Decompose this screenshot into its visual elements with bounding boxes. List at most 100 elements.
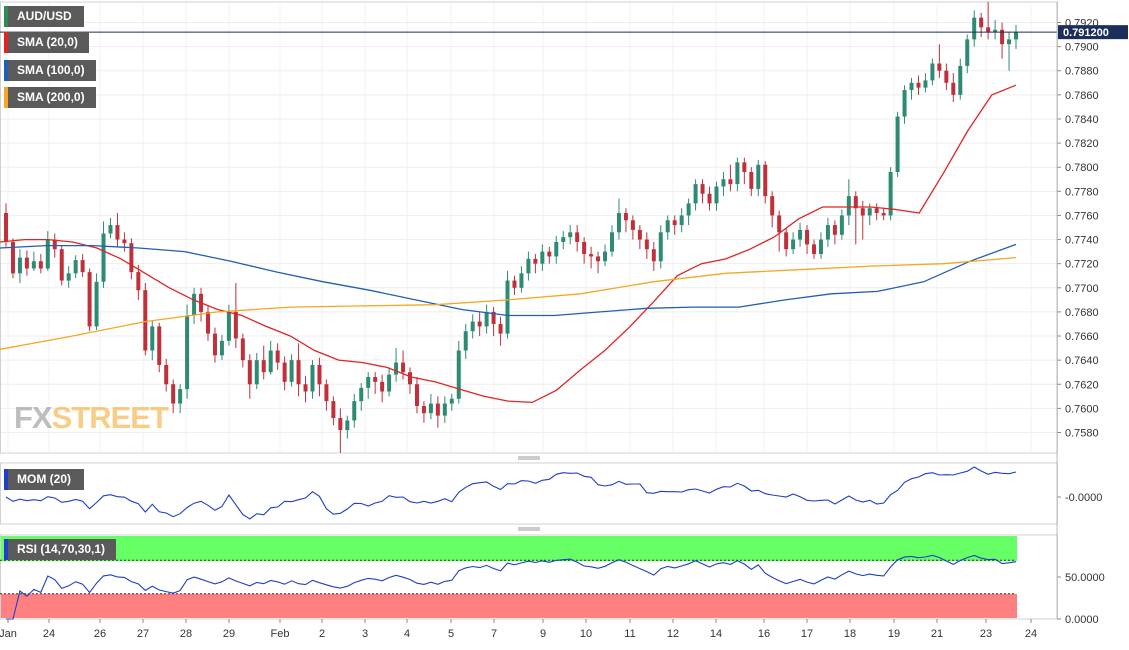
candle-body bbox=[491, 311, 496, 324]
y-tick-label: 0.7660 bbox=[1065, 331, 1099, 343]
candle-body bbox=[164, 364, 169, 385]
candle-body bbox=[993, 29, 998, 33]
x-tick-label: 21 bbox=[931, 628, 943, 640]
candle-body bbox=[282, 362, 287, 382]
candle-body bbox=[519, 273, 524, 288]
candle-body bbox=[637, 229, 642, 240]
legend-momentum-label: MOM (20) bbox=[17, 472, 71, 486]
candle-body bbox=[603, 251, 608, 262]
candle-body bbox=[157, 326, 162, 365]
legend-sma-20[interactable]: SMA (20,0) bbox=[4, 32, 89, 53]
candle-body bbox=[240, 338, 245, 361]
candle-body bbox=[59, 249, 64, 281]
candle-body bbox=[261, 360, 266, 373]
x-tick-label: 5 bbox=[448, 628, 454, 640]
candle-body bbox=[979, 17, 984, 28]
candle-body bbox=[777, 215, 782, 233]
candle-body bbox=[986, 27, 991, 33]
fxstreet-logo: FXSTREET bbox=[14, 400, 169, 435]
candle-body bbox=[923, 80, 928, 88]
candle-body bbox=[812, 244, 816, 255]
candle-body bbox=[122, 239, 127, 244]
candle-body bbox=[428, 403, 433, 414]
candle-body bbox=[136, 272, 141, 291]
candle-body bbox=[421, 405, 426, 414]
candle-body bbox=[212, 333, 217, 356]
candle-body bbox=[38, 261, 43, 269]
candle-body bbox=[435, 403, 440, 416]
x-tick-label: 29 bbox=[223, 628, 235, 640]
candle-body bbox=[791, 239, 796, 250]
candle-body bbox=[1000, 29, 1005, 45]
candle-body bbox=[540, 251, 545, 264]
candle-body bbox=[477, 321, 482, 327]
candle-body bbox=[679, 215, 684, 226]
legend-sma-200[interactable]: SMA (200,0) bbox=[4, 87, 96, 108]
candle-body bbox=[206, 311, 210, 334]
candle-body bbox=[582, 241, 587, 255]
candle-body bbox=[408, 372, 412, 385]
candle-body bbox=[749, 172, 754, 189]
y-tick-label: 0.7760 bbox=[1065, 210, 1099, 222]
candle-body bbox=[610, 232, 614, 252]
x-tick-label: 28 bbox=[180, 628, 192, 640]
candle-body bbox=[721, 179, 726, 187]
x-tick-label: 27 bbox=[137, 628, 149, 640]
legend-rsi-label: RSI (14,70,30,1) bbox=[17, 542, 106, 556]
candle-body bbox=[73, 260, 78, 274]
legend-sma-100-label: SMA (100,0) bbox=[17, 63, 85, 77]
candle-body bbox=[338, 418, 343, 431]
candle-body bbox=[818, 239, 823, 255]
x-tick-label: 4 bbox=[404, 628, 410, 640]
candle-body bbox=[937, 63, 942, 71]
candle-body bbox=[742, 162, 747, 173]
candle-body bbox=[52, 239, 57, 250]
candle-body bbox=[735, 162, 740, 185]
legend-sma-100[interactable]: SMA (100,0) bbox=[4, 60, 96, 81]
candle-body bbox=[972, 17, 977, 40]
x-tick-label: 2 bbox=[319, 628, 325, 640]
candle-body bbox=[526, 258, 531, 274]
legend-symbol[interactable]: AUD/USD bbox=[4, 6, 84, 27]
candle-body bbox=[505, 280, 510, 334]
y-tick-label: 0.7800 bbox=[1065, 162, 1099, 174]
x-tick-label: 10 bbox=[580, 628, 592, 640]
x-tick-label: Jan bbox=[0, 628, 17, 640]
candle-body bbox=[247, 360, 252, 385]
candle-body bbox=[4, 213, 8, 242]
x-tick-label: 24 bbox=[1025, 628, 1037, 640]
candle-body bbox=[129, 243, 134, 273]
candle-body bbox=[317, 364, 322, 385]
candle-body bbox=[839, 215, 844, 235]
x-tick-label: 7 bbox=[491, 628, 497, 640]
legend-rsi[interactable]: RSI (14,70,30,1) bbox=[4, 539, 116, 560]
candle-body bbox=[798, 229, 803, 240]
candle-body bbox=[700, 184, 705, 194]
legend-momentum[interactable]: MOM (20) bbox=[4, 469, 84, 490]
candle-body bbox=[80, 260, 85, 273]
sma-200-line bbox=[0, 256, 1017, 350]
candle-body bbox=[192, 293, 197, 316]
candle-body bbox=[686, 203, 691, 216]
rsi-oversold-zone bbox=[1, 593, 1017, 618]
candle-body bbox=[651, 249, 656, 262]
candle-body bbox=[87, 272, 92, 327]
candle-body bbox=[825, 225, 830, 240]
y-tick-label: 0.7700 bbox=[1065, 283, 1099, 295]
candle-body bbox=[1007, 39, 1012, 45]
candle-body bbox=[916, 82, 921, 88]
candle-body bbox=[324, 384, 329, 402]
y-tick-label: 0.7600 bbox=[1065, 403, 1099, 415]
candle-body bbox=[275, 350, 280, 363]
candle-body bbox=[665, 220, 670, 233]
candle-body bbox=[394, 362, 399, 375]
candle-body bbox=[296, 360, 301, 385]
legend-marker bbox=[4, 539, 8, 560]
candle-body bbox=[373, 377, 378, 382]
candle-body bbox=[303, 384, 308, 392]
x-tick-label: 9 bbox=[540, 628, 546, 640]
candle-body bbox=[233, 311, 238, 339]
legend-marker bbox=[4, 60, 8, 81]
candle-body bbox=[219, 340, 224, 356]
